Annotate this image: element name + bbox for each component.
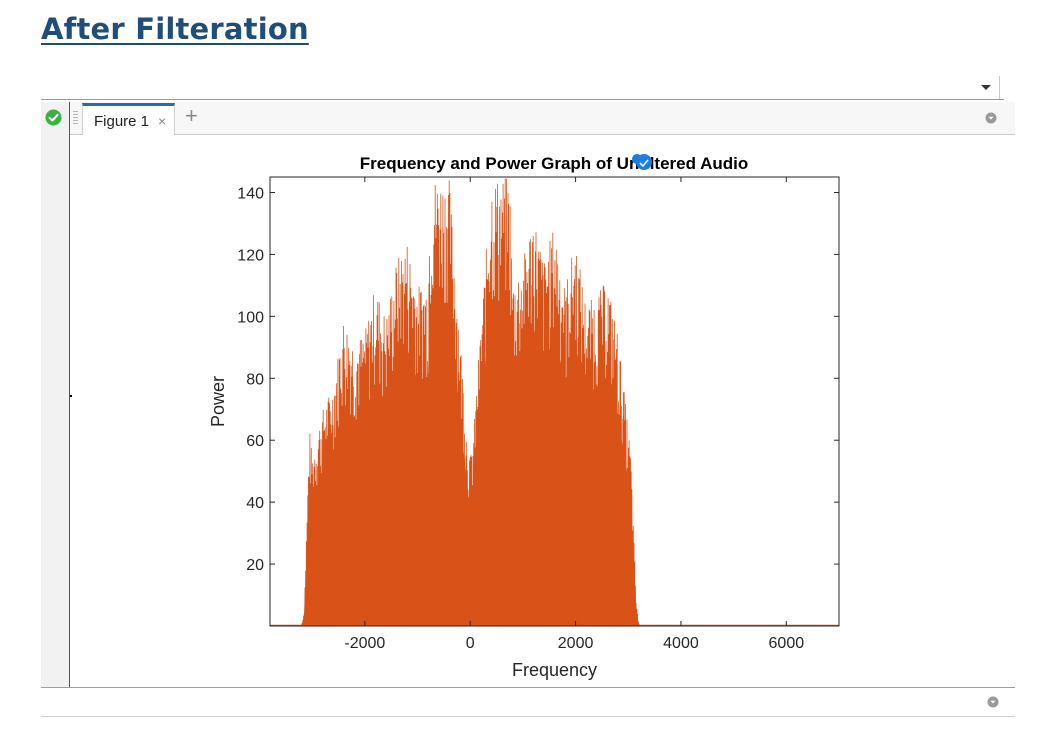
y-tick-label: 20 (246, 557, 264, 574)
bottom-divider (41, 687, 1015, 688)
stray-mark (70, 395, 72, 397)
gutter-divider (69, 102, 70, 687)
chart-title: Frequency and Power Graph of Unfiltered … (360, 154, 749, 173)
y-axis-label: Power (208, 376, 228, 427)
add-tab-icon[interactable]: + (185, 103, 198, 128)
x-axis-label: Frequency (512, 660, 597, 680)
bottom-bar (41, 688, 1015, 717)
figure-canvas: Frequency and Power Graph of Unfiltered … (70, 135, 1015, 687)
y-tick-label: 100 (237, 309, 264, 326)
chart: Frequency and Power Graph of Unfiltered … (208, 154, 840, 680)
x-tick-label: 0 (466, 635, 475, 652)
page-heading: After Filteration (41, 12, 309, 46)
circle-menu-icon[interactable] (985, 112, 997, 124)
grip-icon[interactable] (73, 111, 78, 125)
series-line (270, 178, 839, 627)
y-tick-label: 80 (246, 371, 264, 388)
x-tick-label: 6000 (769, 635, 805, 652)
y-tick-label: 140 (237, 185, 264, 202)
y-tick-label: 120 (237, 247, 264, 264)
figure-tabbar: Figure 1 × + (70, 102, 1015, 135)
x-tick-label: 4000 (663, 635, 699, 652)
tab-label: Figure 1 (94, 113, 150, 130)
circle-menu-icon[interactable] (987, 696, 999, 708)
y-tick-label: 40 (246, 495, 264, 512)
dropdown-arrow-button[interactable] (973, 76, 1000, 99)
y-tick-label: 60 (246, 433, 264, 450)
check-circle-icon (45, 109, 62, 126)
tab-figure-1[interactable]: Figure 1 × (82, 103, 175, 135)
status-gutter (41, 102, 70, 687)
close-icon[interactable]: × (158, 113, 167, 129)
top-dropdown[interactable] (41, 76, 1004, 100)
chevron-down-icon (981, 85, 991, 90)
x-tick-label: -2000 (344, 635, 385, 652)
x-tick-label: 2000 (558, 635, 594, 652)
cursor-blob-icon (632, 154, 652, 170)
figure-panel: Figure 1 × + Frequency and Power Graph o… (41, 102, 1015, 687)
axes-box (269, 176, 840, 627)
